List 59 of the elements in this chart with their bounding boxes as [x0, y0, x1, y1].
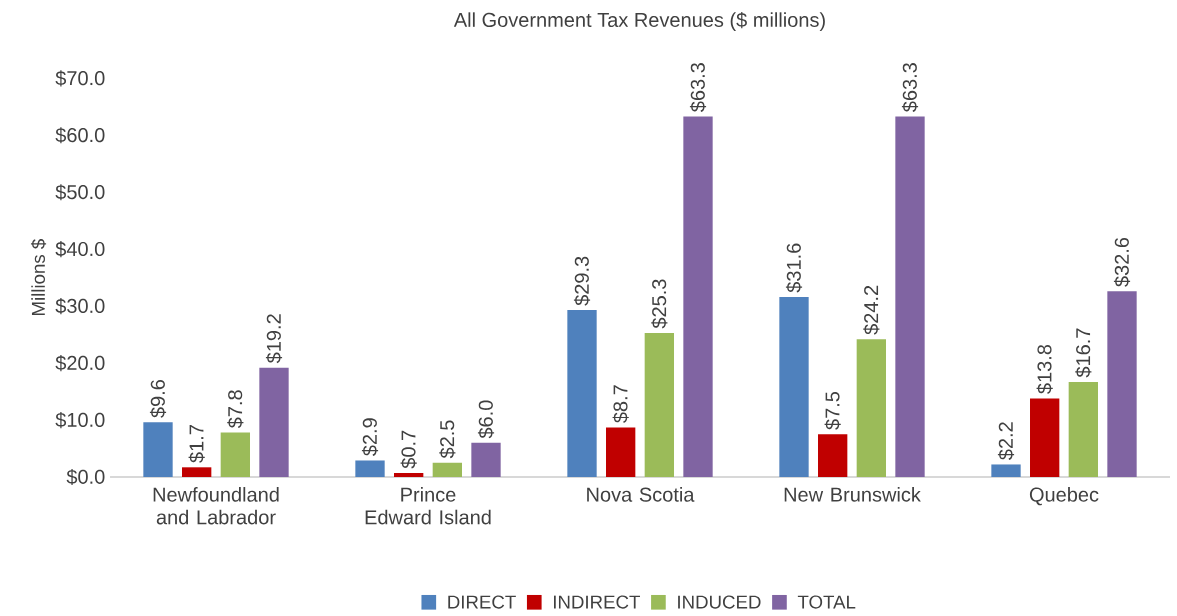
x-tick-label: Quebec — [1029, 487, 1099, 506]
data-label: $13.8 — [1036, 345, 1053, 395]
data-label: $32.6 — [1113, 237, 1131, 287]
bar — [856, 339, 887, 478]
y-axis-title: Millions $ — [30, 239, 47, 316]
bar — [259, 367, 289, 478]
x-tick-label: Newfoundland and Labrador — [153, 487, 279, 525]
data-label: $8.7 — [612, 385, 629, 424]
data-label: $63.3 — [689, 63, 707, 113]
data-label: $7.5 — [824, 392, 841, 430]
data-label: $0.7 — [400, 430, 417, 469]
y-tick-label: $10.0 — [55, 412, 105, 429]
legend-label: TOTAL — [797, 595, 856, 609]
data-label: $25.3 — [651, 279, 668, 329]
x-tick-label: Nova Scotia — [587, 487, 695, 502]
bar — [606, 427, 636, 478]
x-tick-label: New Brunswick — [784, 487, 921, 502]
bar — [432, 462, 463, 478]
bar — [220, 432, 251, 478]
data-label: $1.7 — [188, 425, 205, 463]
legend-label: DIRECT — [448, 595, 516, 609]
data-label: $29.3 — [573, 256, 591, 306]
legend-label: INDIRECT — [553, 595, 640, 609]
bar — [779, 297, 809, 478]
bar — [644, 332, 675, 478]
chart-title: All Government Tax Revenues ($ millions) — [453, 12, 825, 32]
y-tick-label: $0.0 — [66, 468, 105, 486]
bar — [355, 460, 385, 478]
data-label: $2.9 — [361, 418, 379, 457]
bar — [1030, 398, 1060, 478]
bar — [991, 464, 1021, 478]
data-label: $31.6 — [785, 243, 803, 293]
data-label: $16.7 — [1075, 328, 1092, 378]
legend-label: INDUCED — [678, 595, 761, 609]
y-tick-label: $30.0 — [55, 298, 105, 315]
y-tick-label: $70.0 — [55, 70, 105, 87]
bar — [683, 116, 713, 478]
data-label: $9.6 — [149, 380, 167, 418]
bar — [471, 442, 501, 478]
data-label: $2.2 — [997, 422, 1015, 461]
data-label: $24.2 — [863, 285, 880, 335]
y-tick-label: $60.0 — [55, 127, 105, 144]
x-tick-label: Prince Edward Island — [365, 487, 491, 525]
y-tick-label: $40.0 — [55, 241, 105, 258]
bar — [1107, 291, 1137, 478]
bar — [895, 116, 925, 478]
data-label: $6.0 — [477, 400, 495, 439]
bar — [394, 473, 424, 478]
y-tick-label: $50.0 — [55, 184, 105, 201]
data-label: $2.5 — [439, 420, 456, 459]
bar — [567, 310, 597, 478]
y-tick-label: $20.0 — [55, 355, 105, 372]
bar — [143, 422, 173, 478]
bar — [1068, 381, 1098, 478]
data-label: $19.2 — [265, 314, 283, 364]
data-label: $7.8 — [227, 390, 244, 429]
bar — [182, 467, 212, 478]
bar — [818, 434, 848, 478]
data-label: $63.3 — [901, 63, 919, 113]
